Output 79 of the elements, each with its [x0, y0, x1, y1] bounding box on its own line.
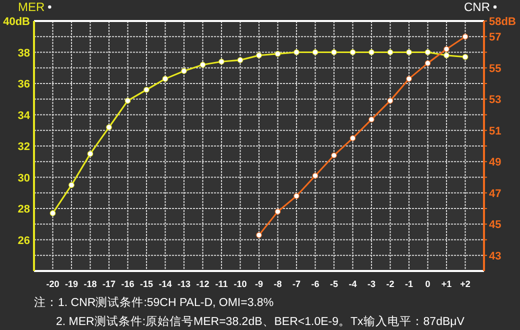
y-tick-label: 40dB [3, 16, 30, 28]
point [181, 68, 187, 74]
x-tick-label: -14 [158, 279, 172, 289]
y-tick-label: 32 [18, 141, 30, 153]
y2-tick-label: 45 [489, 219, 502, 232]
point [387, 98, 394, 104]
y-tick-label: 26 [18, 234, 30, 247]
x-tick-label: +1 [441, 279, 452, 289]
point [312, 172, 318, 179]
y2-tick-label: 47 [489, 188, 502, 200]
point [462, 54, 468, 60]
point [162, 76, 168, 82]
point [424, 49, 431, 56]
x-tick-label: -3 [367, 279, 376, 289]
x-tick-label: -20 [46, 279, 60, 289]
point [237, 57, 244, 63]
point [368, 49, 374, 56]
y2-tick-label: 49 [489, 156, 502, 169]
x-tick-label: -18 [84, 279, 97, 289]
point [444, 52, 450, 58]
y2-tick-label: 43 [489, 250, 502, 262]
x-tick-label: -1 [404, 279, 414, 289]
point [256, 232, 262, 238]
x-tick-label: -2 [386, 279, 394, 289]
x-tick-label: -6 [311, 279, 320, 289]
point [368, 116, 374, 122]
point [406, 49, 412, 56]
x-tick-label: -8 [274, 279, 282, 289]
y-tick-label: 36 [18, 78, 30, 90]
point [144, 86, 150, 93]
y2-axis-title: CNR [464, 0, 490, 14]
x-tick-label: -7 [292, 279, 301, 289]
point [294, 193, 300, 199]
y2-tick-label: 57 [489, 32, 502, 44]
x-tick-label: 0 [425, 279, 430, 289]
x-tick-label: -9 [254, 279, 264, 289]
x-tick-label: -19 [64, 279, 78, 289]
x-tick-label: -11 [215, 279, 228, 289]
y2-tick-label: 55 [489, 62, 502, 75]
point [331, 49, 337, 56]
x-tick-label: -12 [196, 279, 210, 289]
point [387, 49, 394, 56]
point [106, 124, 112, 130]
point [68, 182, 74, 188]
y-axis-title: MER [18, 0, 45, 14]
point [424, 60, 431, 66]
point [256, 52, 262, 58]
y2-tick-label: 53 [489, 94, 502, 106]
point [274, 50, 281, 57]
point [406, 76, 412, 82]
x-tick-label: -15 [140, 279, 154, 289]
y2-tick-label: 51 [489, 125, 502, 138]
y-tick-label: 34 [18, 110, 31, 122]
x-tick-label: -5 [330, 279, 338, 289]
point [462, 34, 468, 40]
point [331, 152, 337, 158]
x-tick-label: -10 [234, 279, 247, 289]
x-tick-label: -17 [102, 279, 116, 289]
x-tick-label: -13 [177, 279, 191, 289]
y2-tick-label: 58dB [489, 16, 516, 28]
x-tick-label: -16 [121, 279, 134, 289]
point [50, 210, 56, 216]
point [87, 150, 94, 157]
point [350, 49, 356, 56]
text: 2. MER测试条件:原始信号MER=38.2dB、BER<1.0E-9。Tx输入电平：87dBμV [56, 314, 465, 328]
point [274, 208, 281, 215]
point [200, 62, 206, 68]
point [350, 135, 356, 142]
x-tick-label: -4 [348, 279, 357, 289]
point [218, 58, 224, 65]
point [294, 49, 300, 56]
y-tick-label: 28 [18, 204, 30, 216]
y-tick-label: 38 [18, 47, 30, 60]
x-tick-label: +2 [460, 279, 470, 289]
text: 注：1. CNR测试条件:59CH PAL-D, OMI=3.8% [34, 295, 274, 309]
y-tick-label: 30 [18, 172, 30, 184]
point [124, 98, 131, 104]
point [444, 46, 450, 52]
point [312, 49, 318, 56]
